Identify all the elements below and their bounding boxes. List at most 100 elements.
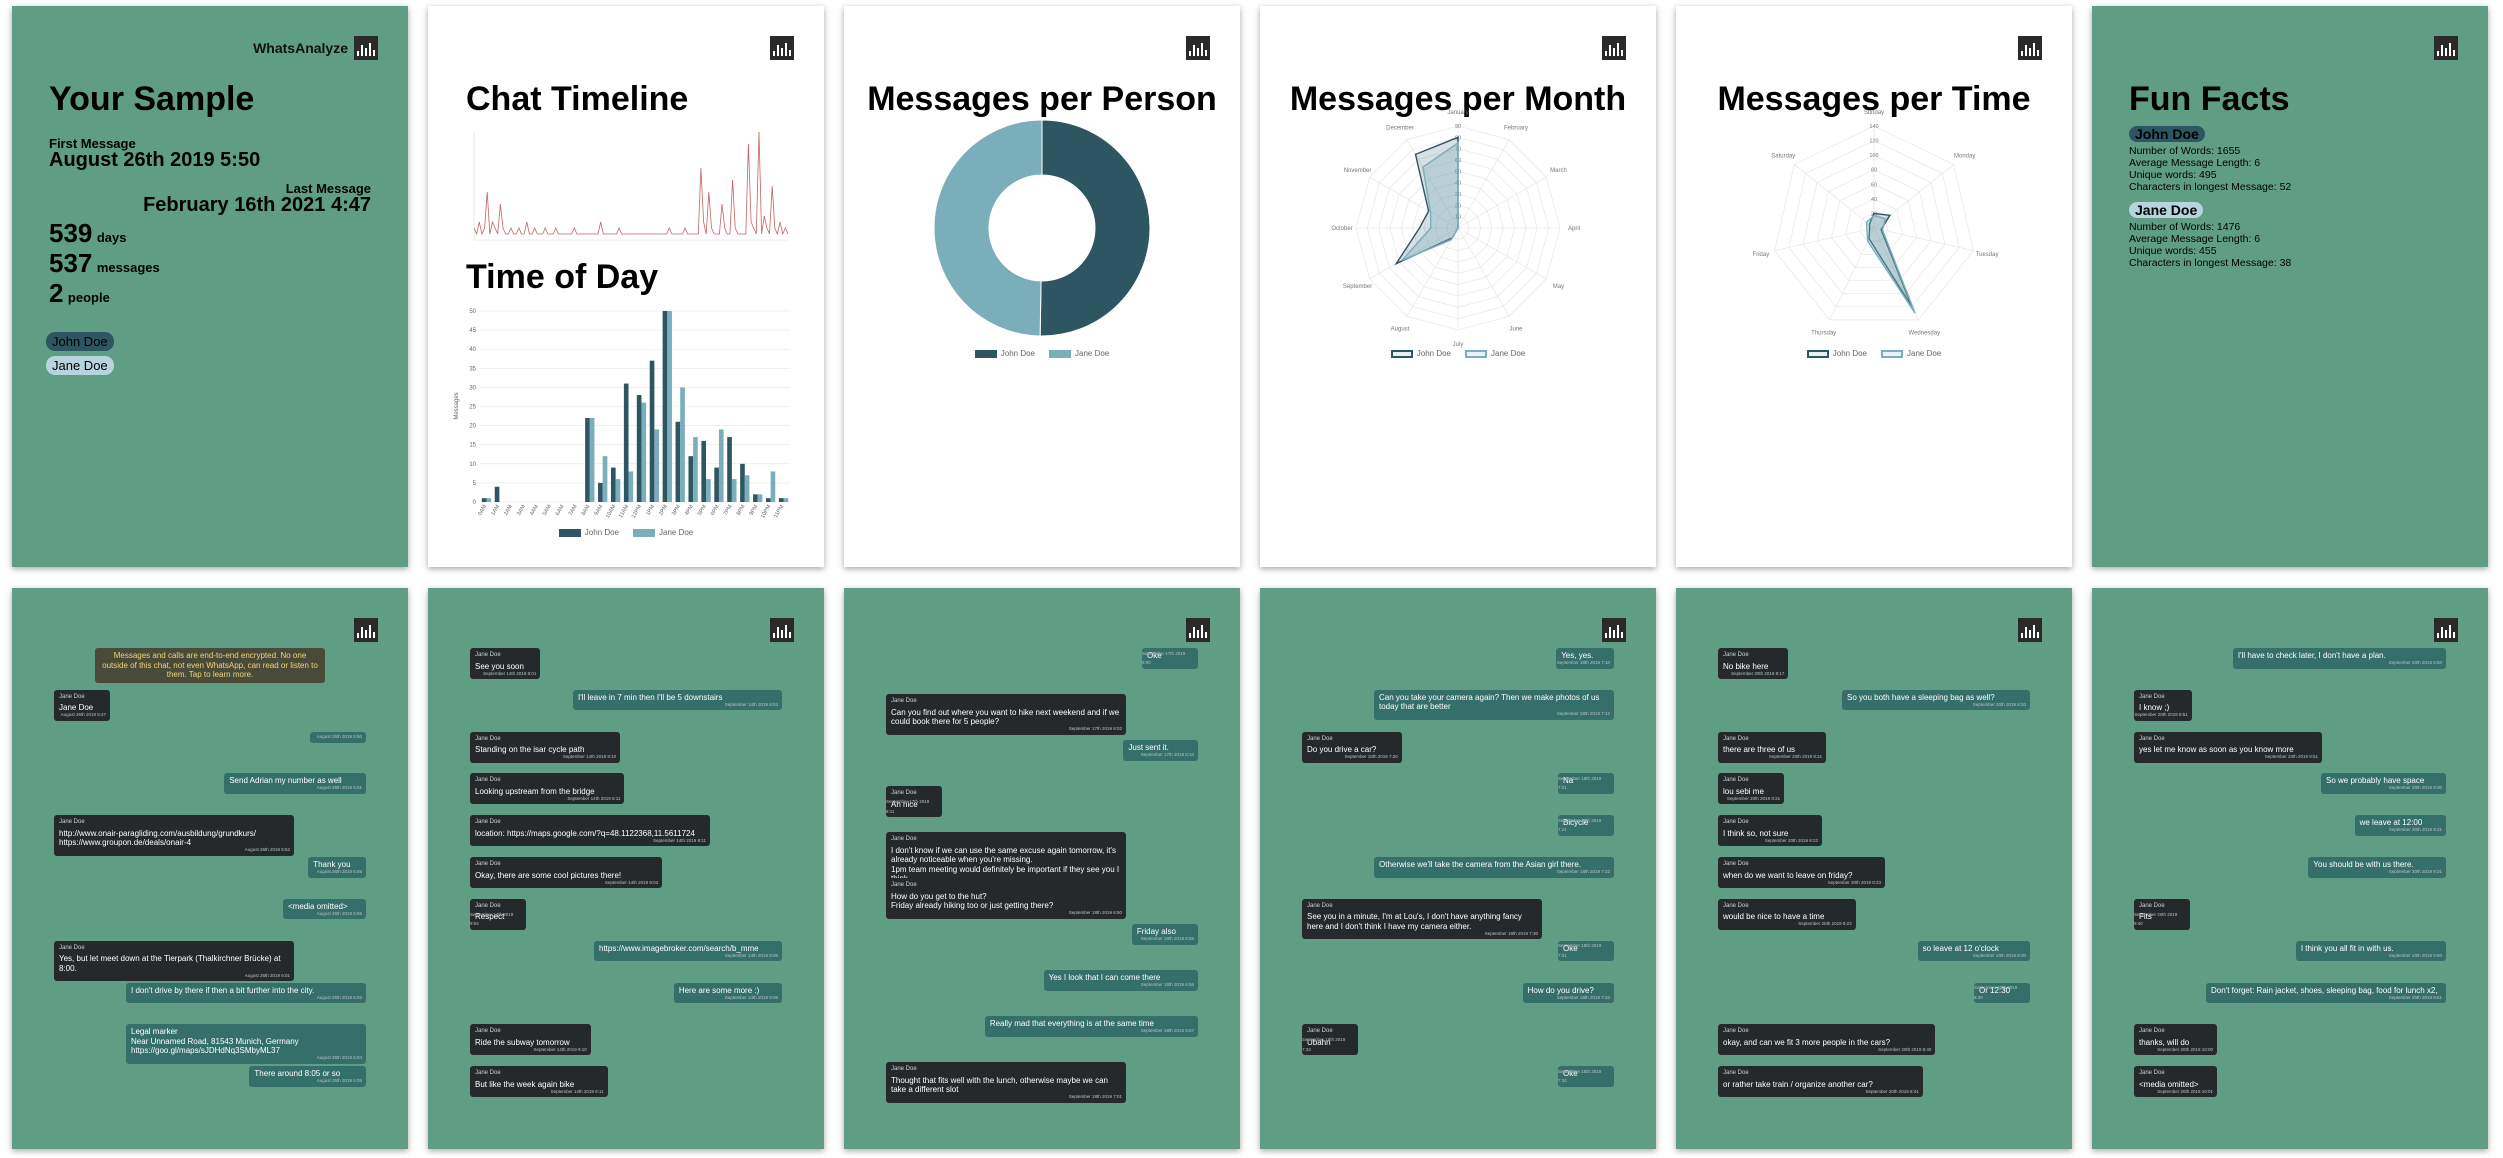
bar xyxy=(680,387,685,502)
radar-category-label: December xyxy=(1386,126,1414,132)
sent-message: You should be with us there. September 20… xyxy=(2308,857,2446,878)
radar-category-label: June xyxy=(1509,326,1523,332)
bar xyxy=(718,429,724,502)
message-timestamp: September 14th 2019 9:03 xyxy=(604,879,659,885)
message-text: lou sebi me xyxy=(1723,786,1764,796)
message-sender: Jane Doe xyxy=(59,693,85,700)
message-text: Friday also xyxy=(1136,927,1176,936)
message-text: See you in a minute, I'm at Lou's, I don… xyxy=(1307,912,1522,931)
received-message: Jane Doe Respect September 14th 2019 9:04 xyxy=(470,898,526,930)
radar-spoke xyxy=(1774,227,1875,251)
fact-line: Characters in longest Message: 52 xyxy=(2129,181,2292,193)
message-timestamp: August 26th 2019 5:55 xyxy=(316,869,362,875)
bar xyxy=(486,498,492,502)
received-message: Jane Doe I know ;) September 20th 2019 8:5… xyxy=(2134,689,2192,721)
last-message-date: February 16th 2021 4:47 xyxy=(143,194,371,216)
message-text: we leave at 12:00 xyxy=(2359,818,2423,828)
x-tick-label: 6AM xyxy=(555,504,566,517)
message-text: Yes, yes. xyxy=(1561,651,1594,660)
message-text: I think you all fit in with us. xyxy=(2300,943,2394,953)
message-timestamp: September 18th 2019 7:20 xyxy=(1344,754,1398,760)
message-timestamp: September 18th 2019 7:21 xyxy=(1558,817,1602,833)
legend-jane: Jane Doe xyxy=(1465,349,1525,358)
message-text: okay, and can we fit 3 more people in th… xyxy=(1723,1037,1891,1047)
legend-john: John Doe xyxy=(1390,349,1451,358)
radar-category-label: March xyxy=(1550,168,1567,174)
radar-category-label: Saturday xyxy=(1771,154,1795,160)
message-timestamp: September 20th 2019 8:17 xyxy=(1731,670,1785,676)
funfacts-name: John Doe xyxy=(2129,126,2205,142)
radar-category-label: February xyxy=(1504,126,1528,132)
bar-chart-logo-icon xyxy=(354,36,378,60)
received-message: Jane Doe Okay, there are some cool pictur… xyxy=(470,857,663,889)
message-sender: Jane Doe xyxy=(1723,735,1749,742)
chat-transcript: Oke September 17th 2019 8:00 Jane Doe Can y… xyxy=(844,588,1240,1149)
last-message-label: Last Message xyxy=(285,181,371,196)
message-text: or rather take train / organize another … xyxy=(1723,1079,1873,1089)
message-text: So we probably have space xyxy=(2326,776,2425,786)
radar-category-label: Wednesday xyxy=(1909,331,1941,337)
message-timestamp: September 18th 2019 6:56 xyxy=(1140,982,1194,987)
fact-line: Average Message Length: 6 xyxy=(2129,233,2261,245)
received-message: Jane Doe lou sebi me September 20th 2019 8… xyxy=(1718,773,1785,805)
received-message: Jane Doe yes let me know as soon as you k… xyxy=(2134,731,2322,763)
received-message: Jane Doe would be nice to have a time Sept… xyxy=(1718,898,1856,930)
sent-message: Just sent it. September 17th 2019 8:10 xyxy=(1123,740,1198,761)
message-timestamp: August 26th 2019 6:01 xyxy=(244,972,290,978)
radar-category-label: April xyxy=(1568,226,1580,232)
message-text: Otherwise we'll take the camera from the… xyxy=(1379,860,1582,870)
message-timestamp: September 18th 2019 7:31 xyxy=(1558,943,1602,958)
sent-message: Yes, yes. September 18th 2019 7:10 xyxy=(1556,648,1614,669)
fact-line: Number of Words: 1655 xyxy=(2129,145,2241,157)
message-timestamp: September 14th 2019 8:11 xyxy=(653,837,706,843)
bar xyxy=(494,486,500,502)
bar xyxy=(649,360,655,502)
message-sender: Jane Doe xyxy=(59,819,85,826)
sent-message: Really mad that everything is at the sam… xyxy=(984,1016,1198,1037)
bar-chart-logo-icon xyxy=(1602,36,1626,60)
received-message: Jane Doe No bike here September 20th 2019 … xyxy=(1718,648,1789,679)
person-legend: John Doe Jane Doe xyxy=(844,349,1240,358)
message-timestamp: September 18th 2019 7:33 xyxy=(1302,1037,1346,1052)
x-tick-label: 7AM xyxy=(568,504,579,517)
message-text: But like the week again bike xyxy=(475,1079,575,1089)
days-stat: 539 days xyxy=(49,218,127,248)
bar xyxy=(757,494,763,502)
received-message: Jane Doe Jane Doe August 26th 2019 5:47 xyxy=(54,689,110,721)
chat-timeline-title: Chat Timeline xyxy=(466,80,689,118)
radar-category-label: Tuesday xyxy=(1976,252,1999,258)
message-sender: Jane Doe xyxy=(891,698,917,704)
received-message: Jane Doe Looking upstream from the bridge… xyxy=(470,773,625,805)
message-text: Ride the subway tomorrow xyxy=(475,1037,570,1047)
bar-chart-logo-icon xyxy=(2018,618,2042,642)
message-timestamp: September 20th 2019 8:23 xyxy=(1827,879,1881,885)
received-message: Jane Doe or rather take train / organize … xyxy=(1718,1066,1923,1098)
bar xyxy=(610,467,616,502)
x-tick-label: 2PM xyxy=(658,504,669,517)
radar-category-label: July xyxy=(1453,342,1464,348)
radar-category-label: May xyxy=(1553,284,1564,290)
bar xyxy=(602,456,608,502)
x-tick-label: 11AM xyxy=(618,504,630,519)
sent-message: I think you all fit in with us. September… xyxy=(2295,940,2446,962)
time-of-day-chart: 0 5 10 15 20 25 30 35 40 45 50 Messages 0AM 1AM 2AM 3AM… xyxy=(454,309,790,519)
funfacts-title: Fun Facts xyxy=(2129,80,2290,118)
message-text: Messages and calls are end-to-end encryp… xyxy=(102,651,318,679)
message-text: there are three of us xyxy=(1723,745,1796,755)
chat-transcript: Yes, yes. September 18th 2019 7:10 Can you… xyxy=(1260,588,1656,1149)
received-message: Jane Doe How do you get to the hut? Frida… xyxy=(886,878,1126,919)
month-title: Messages per Month xyxy=(1289,80,1627,118)
bar xyxy=(693,437,698,502)
funfacts-john: John Doe Number of Words: 1655 Average M… xyxy=(2129,126,2291,193)
message-sender: Jane Doe xyxy=(2139,1070,2165,1077)
month-page: Messages per Month 102030405060708090Jan… xyxy=(1260,6,1656,567)
bar xyxy=(770,471,776,502)
message-text: I'll have to check later, I don't have a… xyxy=(2237,651,2386,660)
received-message: Jane Doe http://www.onair-paragliding.com… xyxy=(54,815,294,856)
message-timestamp: September 18th 2019 6:57 xyxy=(1140,1028,1194,1033)
message-text: Oke xyxy=(1147,651,1162,660)
bar xyxy=(727,437,732,502)
radar-category-label: Friday xyxy=(1753,252,1770,258)
message-text: Okay, there are some cool pictures there… xyxy=(475,870,622,880)
message-timestamp: September 20th 2019 9:50 xyxy=(2388,952,2442,958)
